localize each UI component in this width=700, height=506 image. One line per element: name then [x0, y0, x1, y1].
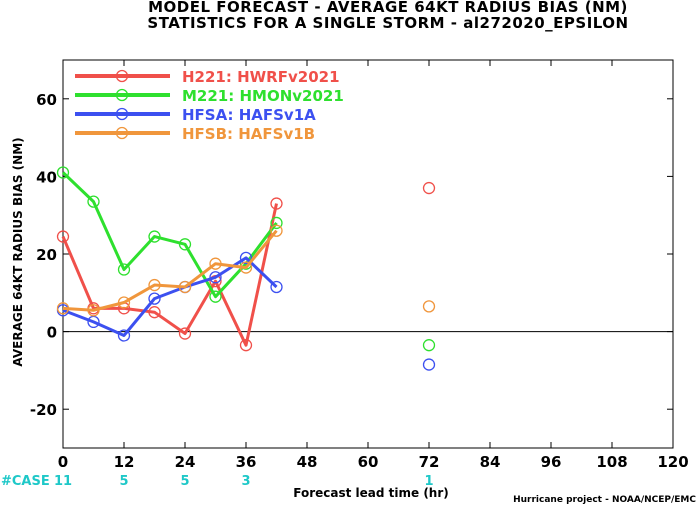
series-line-hfsb	[62, 229, 278, 312]
case-count: 5	[180, 474, 189, 489]
data-point-hfsb	[239, 261, 253, 274]
y-tick-label: 40	[36, 168, 57, 186]
legend-label-h221: H221: HWRFv2021	[182, 68, 340, 86]
data-point-hfsb	[148, 278, 161, 292]
case-label: #CASE	[1, 474, 50, 489]
case-count: 5	[119, 474, 128, 489]
x-tick-label: 0	[58, 453, 68, 471]
y-tick-label: -20	[30, 401, 57, 419]
x-tick-label: 24	[175, 453, 196, 471]
data-point-hfsb	[209, 257, 222, 270]
data-point-h221	[148, 306, 161, 319]
legend-marker-hfsa	[115, 107, 129, 121]
credit-text: Hurricane project - NOAA/NCEP/EMC	[513, 495, 696, 505]
data-point-hfsa	[148, 292, 161, 305]
x-tick-label: 108	[596, 453, 627, 471]
x-tick-label: 60	[358, 453, 379, 471]
x-axis-label: Forecast lead time (hr)	[293, 486, 449, 500]
data-point-h221	[270, 197, 283, 210]
x-tick-label: 96	[541, 453, 562, 471]
data-point-m221	[422, 339, 436, 352]
data-point-h221	[178, 327, 192, 340]
legend-marker-m221	[115, 88, 129, 102]
data-point-m221	[148, 230, 161, 243]
data-point-hfsa	[239, 251, 253, 265]
plot-area: 0 12 24 36 48 60 72 84 96 108 120 -20 0 20 40 60 H221: H…	[30, 59, 689, 489]
data-point-hfsb	[178, 280, 192, 294]
data-point-hfsa	[422, 358, 436, 371]
data-point-h221	[56, 230, 70, 243]
data-point-hfsb	[56, 302, 70, 315]
legend-marker-hfsb	[115, 126, 129, 140]
data-point-m221	[56, 166, 70, 179]
data-point-m221	[178, 238, 192, 251]
data-point-hfsb	[422, 300, 436, 313]
x-tick-label: 36	[236, 453, 257, 471]
y-tick-label: 0	[47, 324, 57, 342]
data-point-m221	[209, 290, 222, 303]
series-line-m221	[61, 171, 278, 299]
x-tick-label: 120	[657, 453, 688, 471]
x-tick-label: 84	[480, 453, 501, 471]
legend-label-hfsa: HFSA: HAFSv1A	[182, 106, 316, 124]
data-point-hfsa	[117, 329, 131, 342]
legend-marker-h221	[115, 69, 129, 83]
plot-frame	[62, 59, 674, 449]
chart-subtitle: STATISTICS FOR A SINGLE STORM - al272020…	[147, 14, 629, 32]
legend-label-m221: M221: HMONv2021	[182, 87, 344, 105]
chart-title: MODEL FORECAST - AVERAGE 64KT RADIUS BIA…	[148, 0, 628, 16]
data-point-m221	[270, 216, 283, 230]
case-count: 3	[241, 474, 250, 489]
x-tick-label: 48	[297, 453, 318, 471]
data-point-hfsb	[117, 296, 131, 309]
data-point-m221	[87, 195, 100, 208]
data-point-m221	[117, 263, 131, 276]
y-tick-label: 60	[36, 91, 57, 109]
case-count: 11	[54, 474, 72, 489]
data-point-h221	[422, 181, 436, 195]
data-point-hfsa	[270, 280, 283, 294]
x-tick-label: 12	[114, 453, 135, 471]
y-axis-label: AVERAGE 64KT RADIUS BIAS (NM)	[11, 137, 25, 366]
y-tick-label: 20	[36, 246, 57, 264]
x-tick-label: 72	[419, 453, 440, 471]
data-point-h221	[239, 339, 253, 352]
legend-label-hfsb: HFSB: HAFSv1B	[182, 125, 315, 143]
data-point-hfsb	[270, 224, 283, 237]
data-point-hfsb	[87, 304, 100, 317]
data-point-hfsa	[209, 271, 222, 284]
case-count: 1	[424, 474, 433, 489]
